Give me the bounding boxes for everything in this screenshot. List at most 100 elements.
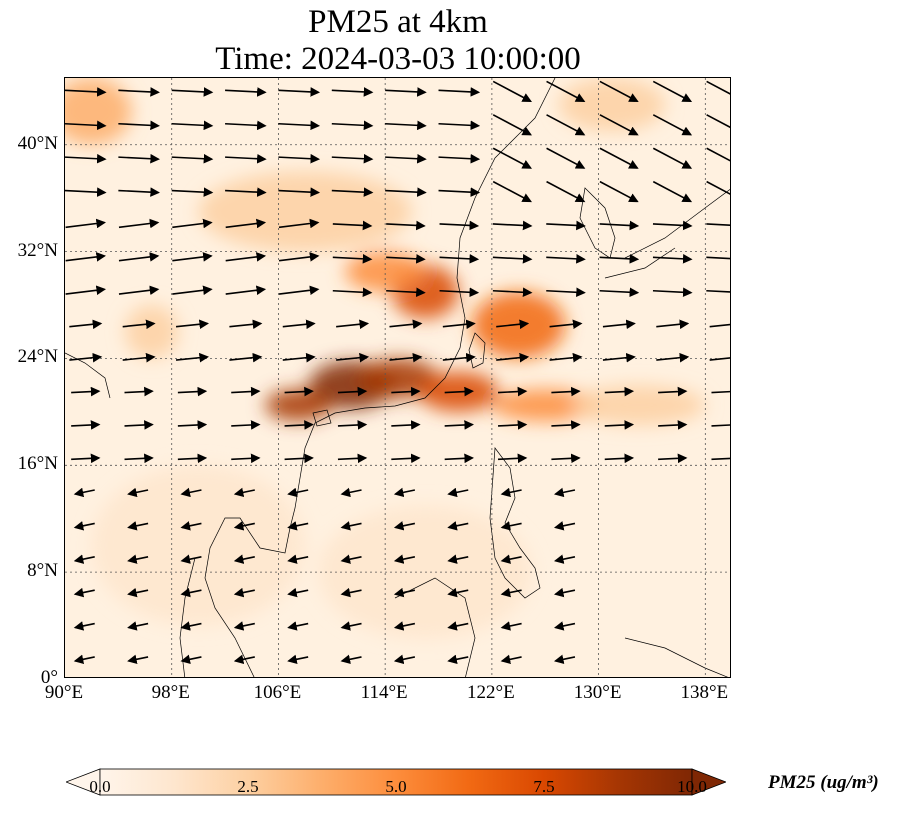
wind-arrow-145 <box>439 254 480 264</box>
wind-arrow-174 <box>599 180 639 203</box>
colorbar-label: PM25 (ug/m³) <box>768 772 879 793</box>
wind-arrow-120 <box>496 319 530 330</box>
wind-arrow-97 <box>658 386 688 397</box>
wind-arrow-29 <box>553 587 576 598</box>
wind-arrow-142 <box>278 252 320 262</box>
wind-arrow-15 <box>340 621 362 631</box>
wind-arrow-4 <box>287 654 309 665</box>
pm25-hotspot-9 <box>65 78 132 145</box>
lon-tick-label: 130°E <box>573 682 622 703</box>
wind-arrow-6 <box>393 654 416 665</box>
wind-arrow-197 <box>438 120 481 131</box>
colorbar-tick-label: 10.0 <box>677 777 707 796</box>
wind-arrow-160 <box>546 220 586 231</box>
wind-arrow-63 <box>231 453 261 464</box>
wind-arrow-172 <box>492 180 533 203</box>
wind-arrow-98 <box>711 390 730 394</box>
wind-arrow-0 <box>73 654 95 665</box>
wind-arrow-208 <box>331 87 374 97</box>
wind-arrow-36 <box>393 554 416 564</box>
wind-arrow-206 <box>225 87 267 97</box>
wind-arrow-31 <box>127 554 149 564</box>
colorbar <box>66 768 726 796</box>
wind-arrow-8 <box>500 654 522 665</box>
wind-arrow-212 <box>546 80 586 103</box>
wind-arrow-21 <box>127 587 149 598</box>
wind-arrow-179 <box>171 153 214 164</box>
wind-arrow-49 <box>553 521 576 531</box>
wind-arrow-92 <box>391 386 421 397</box>
wind-arrow-132 <box>439 287 480 298</box>
wind-arrow-134 <box>546 287 586 298</box>
wind-arrow-64 <box>284 453 314 464</box>
wind-arrow-26 <box>393 587 416 598</box>
wind-arrow-70 <box>604 453 635 464</box>
wind-arrow-128 <box>225 285 267 296</box>
wind-arrow-150 <box>706 256 730 260</box>
wind-arrow-152 <box>118 218 160 229</box>
wind-arrow-7 <box>447 654 469 665</box>
wind-arrow-104 <box>336 352 370 363</box>
wind-arrow-5 <box>340 654 362 665</box>
wind-arrow-193 <box>225 120 267 131</box>
wind-arrow-131 <box>386 287 426 298</box>
wind-arrow-194 <box>278 120 321 131</box>
wind-arrow-213 <box>599 80 639 103</box>
wind-arrow-19 <box>553 621 576 631</box>
pm25-hotspot-12 <box>198 171 412 252</box>
wind-arrow-170 <box>385 187 427 197</box>
wind-arrow-139 <box>118 252 160 262</box>
wind-arrow-163 <box>706 223 730 226</box>
pm25-field <box>65 78 706 639</box>
wind-arrow-38 <box>500 554 522 564</box>
wind-arrow-162 <box>652 220 693 231</box>
lat-tick-label: 32°N <box>17 239 58 261</box>
wind-arrow-155 <box>278 218 320 229</box>
wind-arrow-87 <box>124 386 154 397</box>
wind-arrow-124 <box>709 323 730 328</box>
wind-arrow-78 <box>337 420 368 430</box>
wind-arrow-161 <box>599 220 640 231</box>
wind-arrow-149 <box>652 254 693 264</box>
wind-arrow-151 <box>65 218 106 229</box>
wind-arrow-111 <box>709 357 730 361</box>
pm25-hotspot-6 <box>345 251 426 292</box>
wind-arrow-99 <box>69 352 103 363</box>
pm25-hotspot-10 <box>558 78 666 132</box>
wind-arrow-72 <box>711 457 730 461</box>
wind-arrow-200 <box>599 114 639 136</box>
wind-arrow-146 <box>492 254 533 264</box>
lon-tick-label: 106°E <box>253 682 302 703</box>
wind-arrow-35 <box>340 554 362 564</box>
wind-arrow-158 <box>439 220 480 231</box>
wind-arrow-24 <box>287 587 309 598</box>
wind-arrow-2 <box>180 654 202 665</box>
wind-arrow-167 <box>225 187 267 197</box>
lon-tick-label: 138°E <box>680 682 729 703</box>
wind-arrow-171 <box>438 187 481 197</box>
wind-arrow-187 <box>599 147 639 169</box>
wind-arrow-143 <box>332 254 373 264</box>
wind-arrow-73 <box>71 420 101 430</box>
wind-arrow-101 <box>175 352 210 363</box>
wind-arrow-103 <box>282 352 316 363</box>
wind-arrow-175 <box>652 180 693 203</box>
wind-arrow-118 <box>389 319 423 330</box>
wind-arrow-168 <box>278 187 321 197</box>
wind-arrow-3 <box>233 654 255 665</box>
wind-arrow-147 <box>546 254 586 264</box>
wind-arrow-215 <box>706 80 730 95</box>
wind-arrow-40 <box>73 521 95 531</box>
wind-arrow-34 <box>287 554 309 564</box>
wind-arrow-79 <box>391 420 421 430</box>
wind-arrow-195 <box>331 120 374 131</box>
wind-arrow-109 <box>602 352 636 363</box>
wind-arrow-18 <box>500 621 522 631</box>
wind-arrow-137 <box>706 289 730 293</box>
wind-arrow-86 <box>71 386 101 397</box>
wind-arrow-42 <box>180 521 202 531</box>
wind-arrow-46 <box>393 521 416 531</box>
wind-arrow-148 <box>599 254 640 264</box>
wind-arrow-66 <box>391 453 421 464</box>
pm25-hotspot-11 <box>125 305 179 359</box>
